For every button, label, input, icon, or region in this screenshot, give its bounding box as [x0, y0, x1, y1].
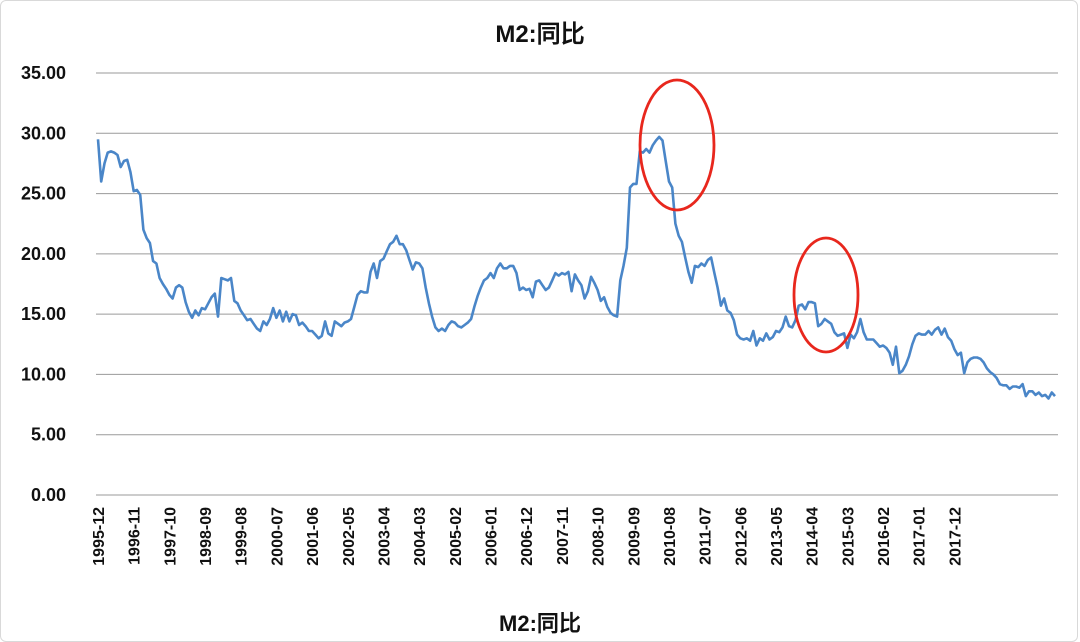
x-tick-label: 1996-11	[127, 507, 144, 565]
x-tick-label: 2015-03	[840, 507, 857, 566]
gridlines	[96, 72, 1058, 496]
annotation-ellipse-1	[638, 78, 716, 212]
x-tick-label: 2000-07	[269, 507, 286, 566]
x-tick-label: 1995-12	[91, 507, 108, 566]
annotations-group	[638, 78, 860, 354]
x-tick-label: 2012-06	[733, 507, 750, 566]
y-tick-label: 10.00	[21, 364, 66, 384]
x-tick-label: 2014-04	[805, 507, 822, 566]
x-tick-label: 2003-04	[376, 507, 393, 566]
y-tick-label: 25.00	[21, 184, 66, 204]
x-axis-ticks: 1995-12 1996-11 1997-10 1998-09 1999-08 2000-…	[91, 507, 964, 566]
x-tick-label: 2016-02	[876, 507, 893, 566]
x-tick-label: 2006-12	[519, 507, 536, 566]
annotation-ellipse-2	[792, 236, 860, 354]
x-tick-label: 2017-01	[912, 507, 929, 566]
x-tick-label: 1997-10	[162, 507, 179, 566]
x-tick-label: 2011-07	[698, 507, 715, 565]
y-tick-label: 0.00	[31, 485, 66, 505]
x-tick-label: 2017-12	[947, 507, 964, 566]
y-tick-label: 20.00	[21, 244, 66, 264]
x-tick-label: 2006-01	[484, 507, 501, 566]
x-tick-label: 2002-05	[341, 507, 358, 566]
x-axis-label: M2:同比	[499, 611, 581, 636]
x-tick-label: 2010-08	[662, 507, 679, 566]
x-tick-label: 2005-02	[448, 507, 465, 566]
y-tick-label: 30.00	[21, 123, 66, 143]
series-group	[96, 135, 1056, 400]
y-tick-label: 15.00	[21, 304, 66, 324]
y-tick-label: 5.00	[31, 425, 66, 445]
x-tick-label: 2007-11	[555, 507, 572, 565]
series-line	[96, 135, 1056, 400]
x-tick-label: 2009-09	[626, 507, 643, 566]
x-tick-label: 2008-10	[591, 507, 608, 566]
x-tick-label: 1999-08	[234, 507, 251, 566]
chart-svg: 0.00 5.00 10.00 15.00 20.00 25.00 30.00 35.00 1…	[21, 63, 1058, 566]
chart-title: M2:同比	[495, 21, 585, 48]
y-axis-ticks: 0.00 5.00 10.00 15.00 20.00 25.00 30.00 35.00	[21, 63, 66, 505]
x-tick-label: 2004-03	[412, 507, 429, 566]
x-tick-label: 2013-05	[769, 507, 786, 566]
x-tick-label: 2001-06	[305, 507, 322, 566]
y-tick-label: 35.00	[21, 63, 66, 83]
x-tick-label: 1998-09	[198, 507, 215, 566]
